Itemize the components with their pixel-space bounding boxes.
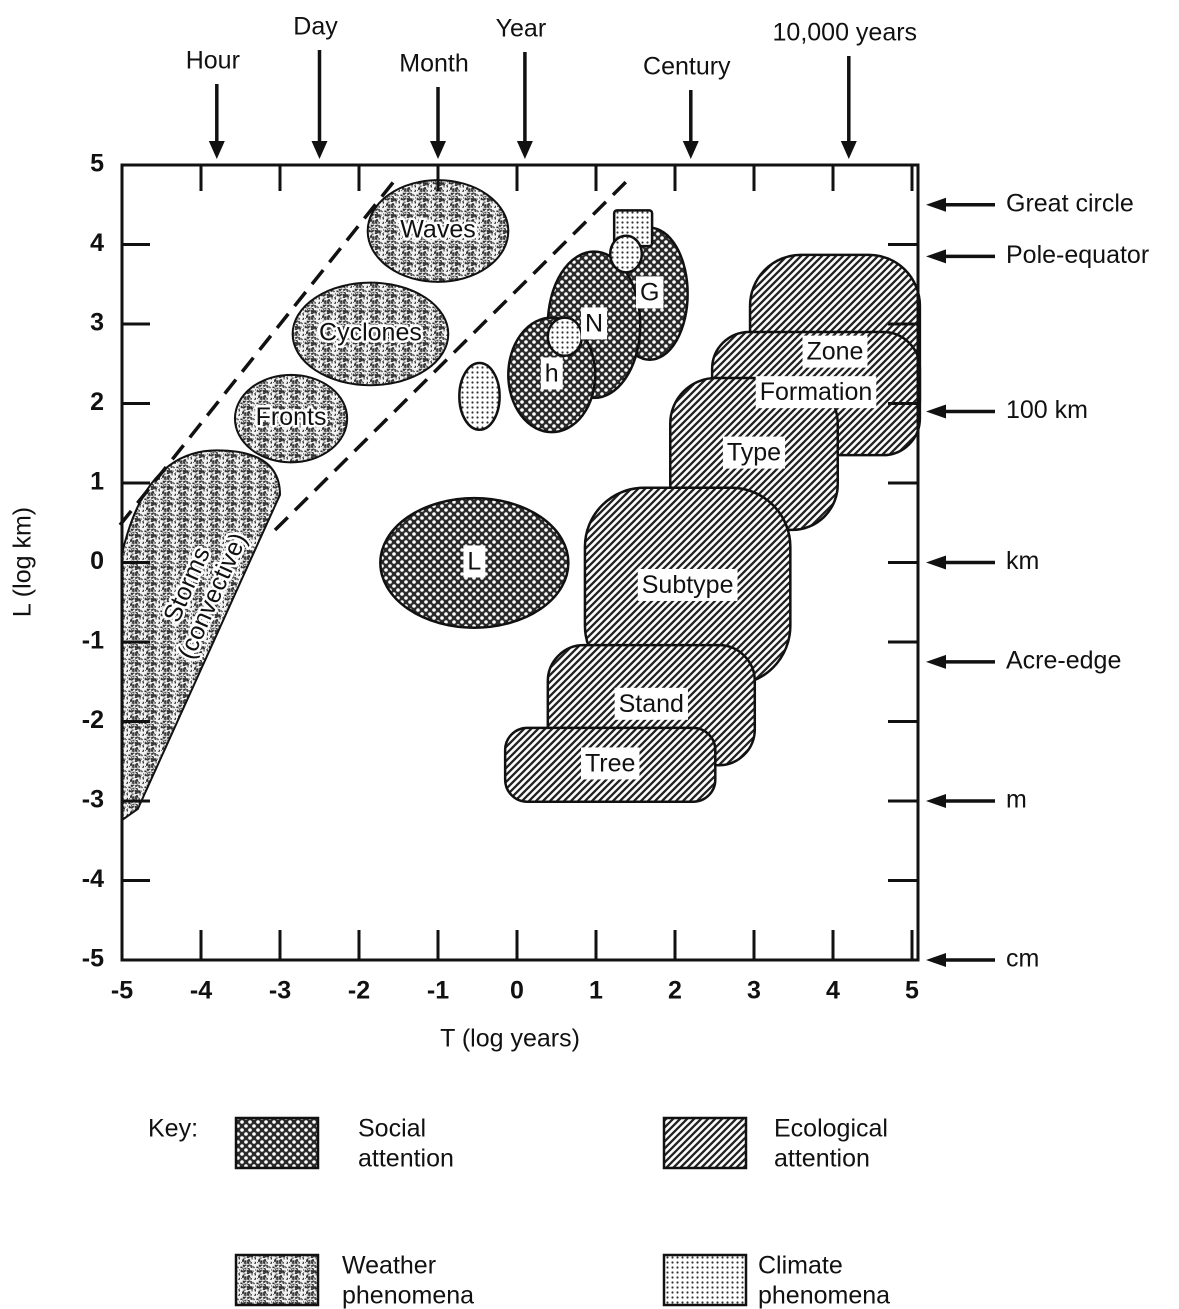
right-marker-label: m bbox=[1006, 786, 1027, 814]
y-tick-label: 2 bbox=[90, 388, 104, 416]
x-tick-label: 4 bbox=[826, 977, 840, 1005]
right-marker-label: 100 km bbox=[1006, 396, 1088, 424]
region-label: N bbox=[585, 309, 603, 337]
x-tick-label: -1 bbox=[427, 977, 449, 1005]
label-box bbox=[635, 276, 664, 309]
region-label: Cyclones bbox=[319, 319, 422, 347]
key-label: phenomena bbox=[758, 1282, 890, 1309]
label-box bbox=[802, 335, 868, 368]
y-tick-label: 1 bbox=[90, 468, 104, 496]
region bbox=[291, 281, 450, 387]
right-marker-head bbox=[926, 555, 946, 570]
key-label: Ecological bbox=[774, 1115, 888, 1143]
region-label: Formation bbox=[760, 378, 873, 406]
label-box bbox=[540, 357, 563, 390]
top-marker-label: 10,000 years bbox=[773, 19, 918, 47]
right-marker-label: Great circle bbox=[1006, 189, 1134, 217]
top-marker-label: Hour bbox=[186, 47, 240, 75]
top-marker-label: Month bbox=[399, 50, 468, 78]
y-tick-label: 5 bbox=[90, 150, 104, 178]
region-label: Fronts bbox=[256, 403, 327, 431]
top-marker-head bbox=[682, 141, 699, 159]
key-swatch bbox=[662, 1253, 748, 1307]
x-tick-label: -5 bbox=[111, 977, 133, 1005]
key-label: attention bbox=[358, 1145, 454, 1173]
right-marker-label: cm bbox=[1006, 945, 1039, 973]
regions bbox=[121, 179, 922, 823]
y-axis-label: L (log km) bbox=[9, 507, 37, 617]
top-marker-head bbox=[516, 141, 533, 159]
y-tick-label: 0 bbox=[90, 547, 104, 575]
key-label: phenomena bbox=[342, 1282, 474, 1309]
x-axis-label: T (log years) bbox=[440, 1025, 580, 1053]
region bbox=[608, 234, 644, 274]
region-label: Zone bbox=[806, 338, 863, 366]
x-tick-label: -2 bbox=[348, 977, 370, 1005]
y-tick-label: -1 bbox=[82, 627, 104, 655]
region bbox=[233, 373, 349, 464]
right-marker-head bbox=[926, 794, 946, 808]
region bbox=[458, 361, 501, 431]
label-box bbox=[722, 436, 786, 469]
region-label: h bbox=[545, 359, 559, 387]
y-tick-label: 4 bbox=[90, 229, 104, 257]
right-marker-head bbox=[926, 249, 946, 264]
key-swatch bbox=[234, 1253, 320, 1307]
region bbox=[121, 449, 282, 823]
x-tick-label: 0 bbox=[510, 977, 524, 1005]
y-tick-label: -2 bbox=[82, 706, 104, 734]
x-tick-label: 5 bbox=[905, 977, 919, 1005]
y-tick-label: 3 bbox=[90, 309, 104, 337]
y-tick-label: -3 bbox=[82, 786, 104, 814]
x-tick-label: 1 bbox=[589, 977, 603, 1005]
region-label: Stand bbox=[619, 690, 684, 718]
label-box bbox=[580, 307, 608, 340]
right-marker-head bbox=[926, 197, 946, 212]
top-marker-label: Century bbox=[643, 53, 731, 81]
label-box bbox=[580, 747, 640, 780]
top-marker-head bbox=[430, 141, 446, 159]
region-label: Type bbox=[727, 439, 781, 467]
label-box bbox=[637, 568, 738, 601]
right-marker-head bbox=[926, 953, 946, 967]
label-box bbox=[755, 376, 877, 409]
top-marker-label: Day bbox=[293, 13, 338, 41]
key-title: Key: bbox=[148, 1115, 198, 1143]
key-swatch bbox=[234, 1116, 320, 1170]
right-marker-label: Pole-equator bbox=[1006, 241, 1149, 269]
top-marker-head bbox=[311, 141, 328, 159]
label-box bbox=[614, 687, 688, 720]
x-tick-label: -3 bbox=[269, 977, 291, 1005]
x-tick-label: 3 bbox=[747, 977, 761, 1005]
top-marker-label: Year bbox=[496, 15, 547, 43]
top-marker-head bbox=[840, 141, 857, 159]
key-swatch bbox=[662, 1116, 748, 1170]
key-label: Climate bbox=[758, 1252, 843, 1280]
right-marker-head bbox=[926, 654, 946, 669]
key-label: Social bbox=[358, 1115, 426, 1143]
band-line bbox=[118, 178, 397, 527]
region-label: Tree bbox=[585, 749, 635, 777]
region bbox=[546, 316, 584, 358]
region-label: Subtype bbox=[642, 571, 734, 599]
right-marker-head bbox=[926, 404, 946, 419]
right-marker-label: Acre-edge bbox=[1006, 646, 1121, 674]
top-marker-head bbox=[208, 141, 225, 159]
region-label: Waves bbox=[400, 216, 475, 244]
x-tick-label: -4 bbox=[190, 977, 212, 1005]
key-label: attention bbox=[774, 1145, 870, 1173]
y-tick-label: -5 bbox=[82, 945, 104, 973]
x-tick-label: 2 bbox=[668, 977, 682, 1005]
region-label: G bbox=[640, 278, 659, 306]
y-tick-label: -4 bbox=[82, 865, 104, 893]
right-marker-label: km bbox=[1006, 547, 1039, 575]
key-label: Weather bbox=[342, 1252, 436, 1280]
region-label: L bbox=[467, 548, 481, 576]
label-box bbox=[463, 545, 486, 578]
